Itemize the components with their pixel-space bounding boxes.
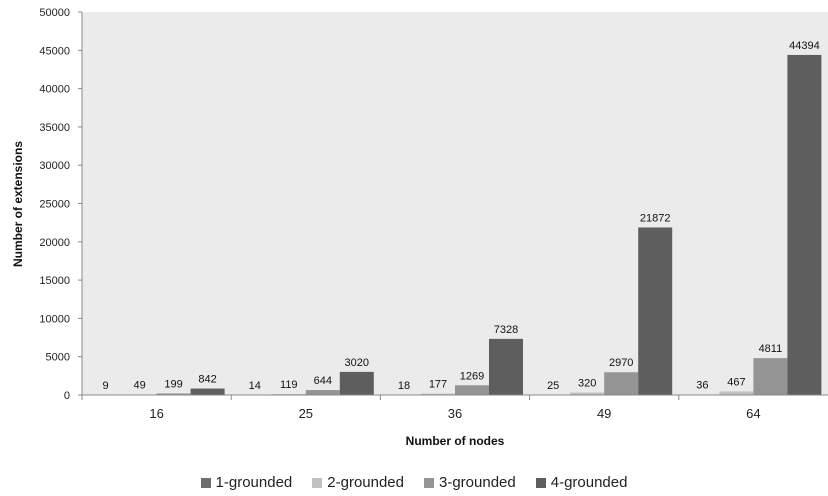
data-label: 467 — [727, 376, 745, 388]
bar-series — [88, 54, 822, 396]
bar-4-grounded-36 — [489, 338, 523, 395]
x-tick-label: 64 — [746, 406, 760, 421]
legend-swatch — [200, 477, 211, 488]
bar-3-grounded-49 — [604, 372, 639, 395]
bar-4-grounded-49 — [638, 227, 673, 395]
y-tick-label: 45000 — [39, 45, 70, 57]
y-tick-label: 25000 — [39, 199, 70, 211]
data-label: 320 — [578, 378, 596, 390]
legend-item-2-grounded: 2-grounded — [312, 474, 404, 491]
legend-swatch — [535, 477, 546, 488]
data-label: 36 — [696, 380, 708, 392]
y-tick-label: 5000 — [46, 352, 70, 364]
bar-3-grounded-25 — [305, 390, 340, 395]
bar-3-grounded-16 — [156, 393, 191, 395]
plot-background — [82, 12, 828, 395]
y-tick-label: 40000 — [39, 84, 70, 96]
data-label: 44394 — [789, 40, 820, 52]
legend-item-1-grounded: 1-grounded — [200, 474, 293, 491]
data-label: 49 — [133, 380, 145, 392]
bar-chart: 0 5000 10000 15000 20000 25000 30000 35000 40000… — [11, 7, 828, 448]
y-tick-label: 15000 — [39, 275, 70, 287]
legend-item-3-grounded: 3-grounded — [424, 474, 516, 491]
bar-2-grounded-49 — [570, 392, 605, 395]
y-tick-label: 20000 — [39, 237, 70, 249]
data-label: 119 — [280, 379, 298, 391]
y-tick-label: 35000 — [39, 122, 70, 134]
bar-4-grounded-25 — [339, 371, 374, 395]
data-label: 14 — [249, 380, 261, 392]
data-label: 21872 — [640, 212, 671, 224]
data-label: 2970 — [609, 357, 633, 369]
x-tick-label: 49 — [597, 406, 611, 421]
bar-2-grounded-64 — [719, 391, 754, 395]
x-axis-ticks: 16 25 36 49 64 — [81, 395, 761, 421]
y-tick-label: 30000 — [39, 160, 70, 172]
data-label: 18 — [398, 380, 410, 392]
data-label: 199 — [164, 378, 182, 390]
legend-swatch — [312, 477, 323, 488]
y-tick-label: 50000 — [39, 7, 70, 19]
legend: 1-grounded 2-grounded 3-grounded 4-grounded — [0, 474, 828, 491]
bar-4-grounded-16 — [190, 388, 225, 395]
y-axis-title: Number of extensions — [11, 141, 25, 267]
legend-label: 2-grounded — [327, 474, 404, 491]
legend-swatch — [424, 477, 434, 488]
legend-label: 3-grounded — [439, 474, 516, 491]
data-label: 4811 — [759, 343, 783, 355]
data-label: 644 — [314, 375, 332, 387]
bar-4-grounded-64 — [787, 54, 822, 396]
data-label: 1269 — [460, 370, 484, 382]
y-tick-label: 0 — [64, 390, 70, 402]
x-tick-label: 25 — [299, 406, 313, 421]
data-label: 3020 — [345, 357, 369, 369]
x-tick-label: 36 — [448, 406, 462, 421]
legend-item-4-grounded: 4-grounded — [535, 474, 628, 491]
y-axis-ticks: 0 5000 10000 15000 20000 25000 30000 35000 40000… — [39, 7, 82, 402]
data-label: 7328 — [494, 324, 518, 336]
data-label: 25 — [547, 380, 559, 392]
bar-3-grounded-36 — [455, 385, 489, 395]
legend-label: 1-grounded — [215, 474, 293, 491]
x-axis-title: Number of nodes — [406, 434, 505, 448]
bar-3-grounded-64 — [753, 358, 788, 395]
data-label: 177 — [429, 379, 447, 391]
data-label: 842 — [198, 374, 216, 386]
bar-2-grounded-36 — [421, 393, 455, 395]
x-tick-label: 16 — [149, 406, 163, 421]
y-tick-label: 10000 — [39, 313, 70, 325]
data-labels: 9 49 199 842 14 119 644 3020 18 177 1269 7328 25 320 2… — [103, 40, 820, 392]
legend-label: 4-grounded — [550, 474, 628, 491]
data-label: 9 — [103, 380, 109, 392]
